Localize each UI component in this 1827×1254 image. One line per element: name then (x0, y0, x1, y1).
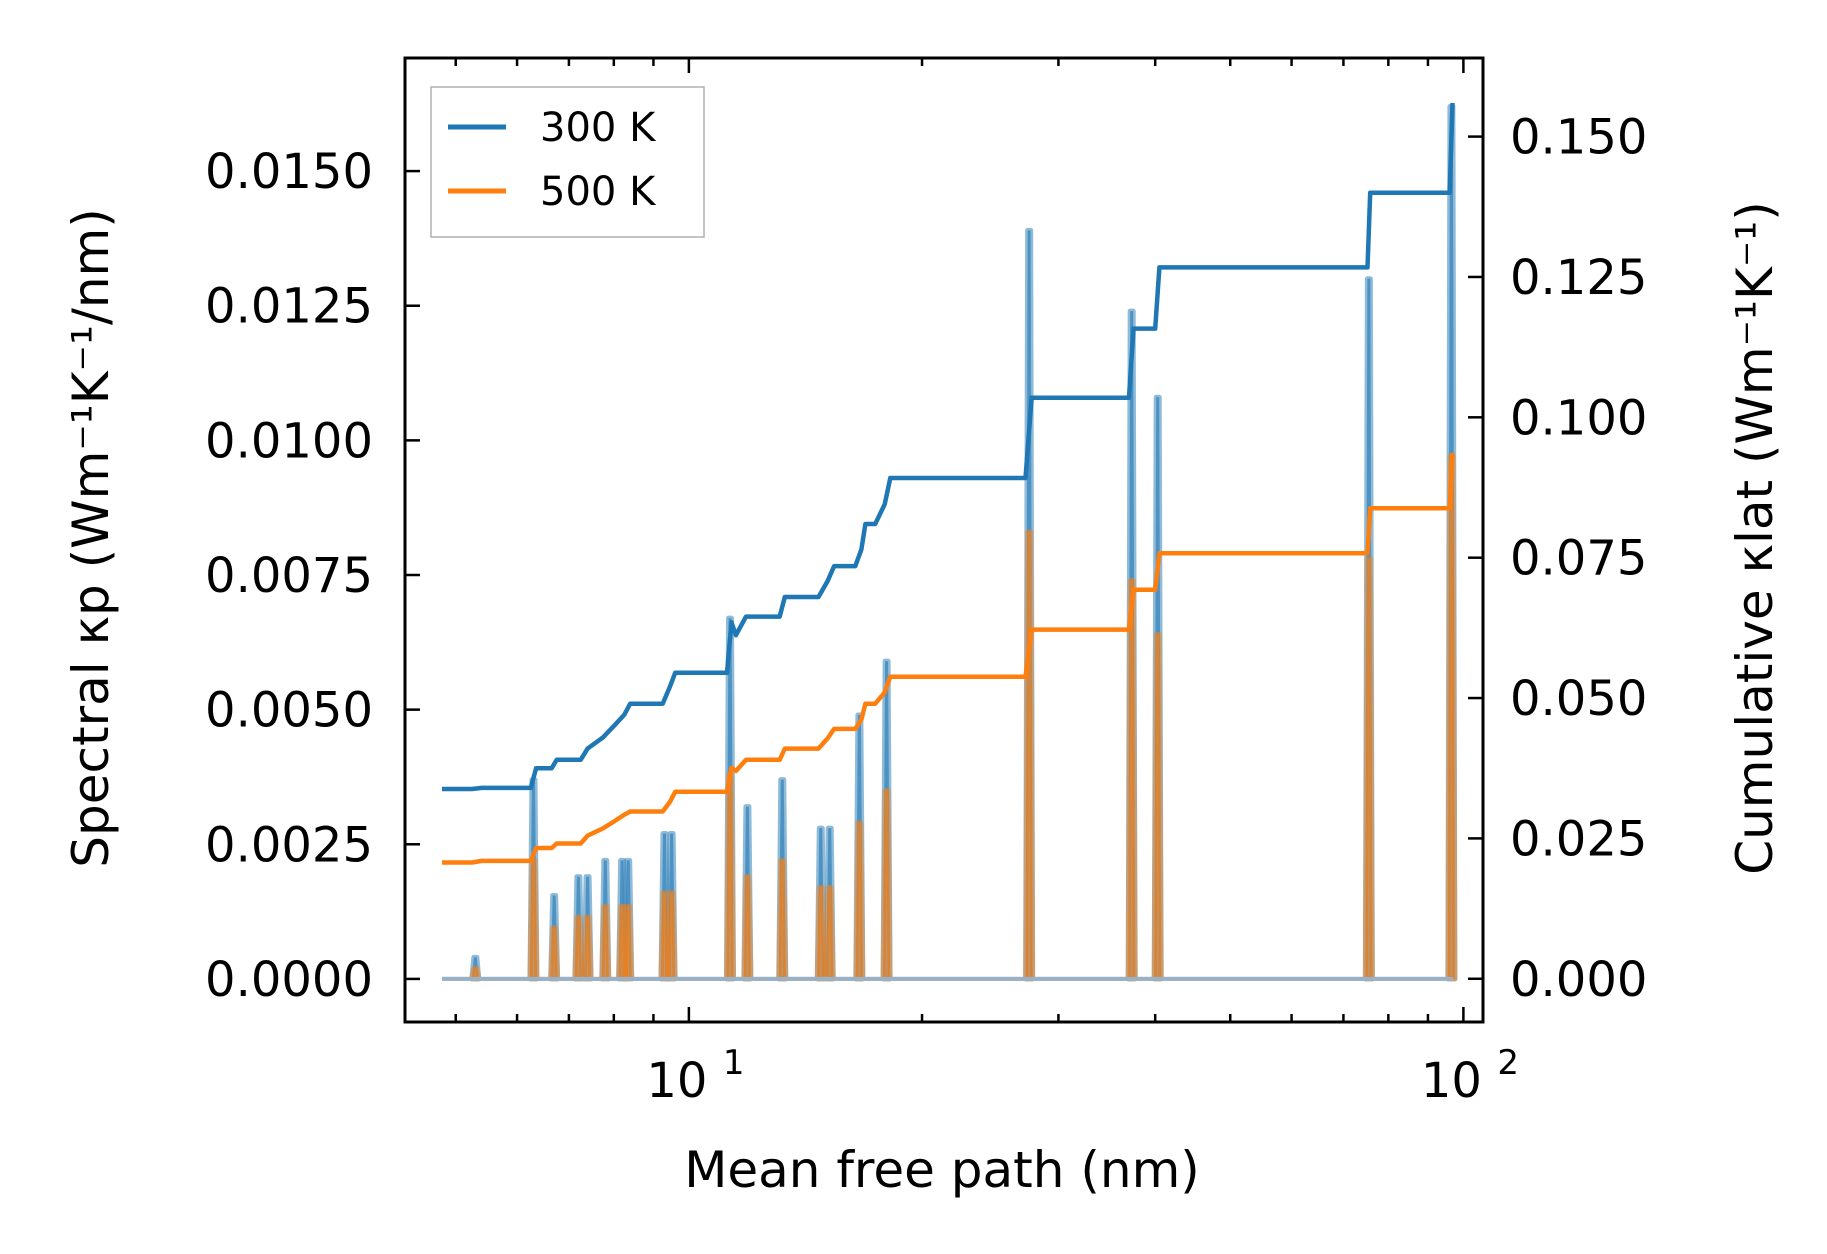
spectral-peak-500k-18 (1125, 577, 1138, 982)
spectral-peak-500k-7 (622, 903, 635, 982)
spectral-peak-500k-4 (581, 914, 594, 982)
x-tick-label-0: 10 (646, 1053, 707, 1109)
spectral-peak-500k-11 (741, 874, 754, 982)
legend: 300 K 500 K (430, 86, 705, 238)
left-y-tick-label-6: 0.0150 (205, 144, 373, 200)
right-y-tick-label-1: 0.025 (1510, 811, 1647, 867)
axes-layer: 10 1 10 2 0.0000 0.0025 0.0050 0.0075 0.0100 0.01… (205, 56, 1647, 1109)
legend-label-300k: 300 K (540, 105, 657, 151)
spectral-peak-500k-2 (548, 925, 561, 982)
plot-frame (403, 56, 1485, 1024)
right-y-tick-label-0: 0.000 (1510, 952, 1647, 1008)
right-y-tick-label-5: 0.125 (1510, 250, 1647, 306)
x-tick-exponent-0: 1 (723, 1043, 745, 1083)
spectral-peak-500k-20 (1362, 556, 1375, 982)
legend-label-500k: 500 K (540, 169, 657, 215)
spectral-peak-500k-3 (572, 914, 585, 982)
left-y-tick-label-0: 0.0000 (205, 952, 373, 1008)
spectral-peak-500k-16 (880, 787, 893, 982)
cumulative-line-500k (442, 452, 1455, 865)
plot-area (442, 102, 1458, 982)
spectral-peak-500k-14 (823, 884, 836, 982)
spectral-peak-500k-15 (853, 820, 866, 982)
left-y-tick-label-4: 0.0100 (205, 413, 373, 469)
left-y-tick-label-5: 0.0125 (205, 279, 373, 335)
left-y-tick-label-1: 0.0025 (205, 817, 373, 873)
right-y-tick-label-4: 0.100 (1510, 390, 1647, 446)
right-y-tick-label-6: 0.150 (1510, 110, 1647, 166)
spectral-peak-500k-13 (814, 884, 827, 982)
spectral-peak-500k-12 (776, 857, 789, 982)
legend-frame (430, 86, 705, 238)
spectral-peak-500k-17 (1023, 529, 1036, 982)
left-y-tick-label-2: 0.0050 (205, 683, 373, 739)
spectral-layer (442, 103, 1458, 982)
spectral-peak-500k-21 (1445, 454, 1458, 982)
x-tick-label-1: 10 (1421, 1053, 1482, 1109)
spectral-peak-500k-19 (1151, 631, 1164, 982)
right-y-tick-label-2: 0.050 (1510, 671, 1647, 727)
right-y-tick-label-3: 0.075 (1510, 531, 1647, 587)
spectral-peak-500k-1 (527, 857, 540, 982)
spectral-peak-500k-9 (665, 890, 678, 982)
spectral-peak-500k-5 (599, 903, 612, 982)
left-y-axis-title: Spectral κp (Wm⁻¹K⁻¹/nm) (62, 208, 120, 867)
right-y-axis-title: Cumulative κlat (Wm⁻¹K⁻¹) (1726, 201, 1784, 875)
x-axis-title: Mean free path (nm) (684, 1141, 1200, 1199)
x-tick-exponent-1: 2 (1497, 1043, 1519, 1083)
left-y-tick-label-3: 0.0075 (205, 548, 373, 604)
spectral-peak-500k-10 (724, 771, 736, 982)
cumulative-layer (442, 102, 1455, 865)
cumulative-line-300k (442, 102, 1455, 792)
